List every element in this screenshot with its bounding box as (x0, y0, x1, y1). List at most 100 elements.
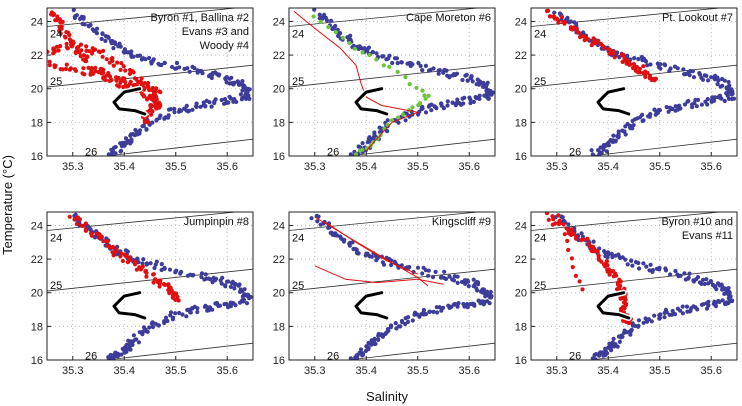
y-tick-label: 18 (273, 321, 285, 333)
data-point (151, 280, 156, 285)
data-point (348, 356, 353, 360)
data-point (139, 76, 144, 81)
data-point (455, 280, 460, 285)
data-point (106, 152, 111, 156)
data-point (597, 351, 602, 356)
data-point (205, 308, 210, 313)
data-point (106, 35, 111, 40)
data-point (162, 60, 167, 65)
data-point (585, 37, 591, 42)
data-point (421, 307, 426, 313)
data-point (618, 296, 623, 301)
data-point (601, 353, 606, 358)
data-point (101, 67, 106, 72)
x-tick-label: 35.4 (598, 365, 619, 377)
data-point (119, 144, 125, 149)
data-point (644, 319, 650, 324)
data-point (636, 57, 641, 62)
data-point (395, 69, 400, 74)
data-point (455, 97, 460, 102)
data-point (725, 85, 730, 90)
data-point (596, 256, 601, 261)
data-point (94, 30, 99, 36)
data-point (687, 73, 692, 78)
data-point (569, 227, 574, 232)
data-point (428, 67, 433, 72)
data-point (560, 215, 565, 220)
x-tick-label: 35.5 (649, 365, 670, 377)
data-point (423, 63, 428, 68)
data-point (106, 356, 111, 360)
data-point (114, 249, 119, 254)
x-tick-label: 35.6 (217, 161, 238, 173)
data-point (91, 28, 96, 33)
data-point (602, 250, 608, 255)
data-point (123, 68, 128, 73)
y-tick-label: 18 (31, 321, 43, 333)
data-point (410, 318, 415, 323)
data-point (59, 26, 64, 31)
data-point (643, 71, 649, 76)
isopycnal-line (289, 8, 482, 27)
data-point (151, 57, 156, 62)
data-point (103, 38, 108, 44)
data-point (715, 82, 720, 87)
data-point (365, 345, 370, 350)
data-point (592, 247, 597, 252)
data-point (395, 61, 400, 66)
data-point (617, 339, 623, 344)
data-point (620, 53, 625, 58)
data-point (427, 309, 432, 314)
data-point (687, 309, 693, 314)
data-point (557, 221, 563, 226)
data-point (223, 76, 228, 81)
data-point (442, 269, 447, 274)
data-point (410, 62, 415, 67)
data-point (622, 295, 628, 300)
data-point (388, 325, 393, 330)
data-point (589, 43, 594, 48)
data-point (110, 244, 116, 250)
data-point (676, 274, 681, 279)
data-point (118, 67, 123, 72)
data-point (687, 271, 692, 276)
y-tick-label: 22 (31, 254, 43, 266)
y-tick-label: 24 (31, 16, 43, 28)
data-point (83, 227, 88, 232)
data-point (151, 86, 156, 91)
data-point (173, 269, 178, 274)
data-point (589, 148, 594, 153)
data-point (177, 310, 182, 316)
data-point (367, 52, 372, 58)
data-point (153, 103, 158, 109)
data-point (371, 338, 377, 343)
data-point (141, 123, 146, 129)
data-point (704, 73, 709, 78)
isopycnal-label: 25 (534, 280, 546, 292)
data-point (144, 127, 149, 132)
data-point (176, 109, 182, 114)
data-point (471, 99, 476, 104)
data-point (426, 273, 431, 278)
data-point (95, 26, 100, 31)
data-point (103, 77, 108, 83)
data-point (387, 64, 392, 69)
data-point (159, 62, 164, 68)
isopycnal-line (289, 64, 495, 88)
data-point (658, 66, 663, 71)
data-point (441, 275, 446, 280)
x-tick-label: 35.4 (356, 161, 377, 173)
data-point (347, 41, 352, 46)
data-point (437, 68, 442, 73)
data-point (643, 58, 648, 64)
data-point (329, 18, 334, 23)
data-point (72, 15, 77, 21)
data-point (686, 275, 691, 280)
data-point (433, 269, 438, 274)
data-point (662, 310, 667, 315)
data-point (722, 78, 727, 83)
isopycnal-line (47, 268, 253, 292)
data-point (713, 301, 718, 306)
data-point (626, 320, 631, 326)
data-point (374, 51, 379, 56)
